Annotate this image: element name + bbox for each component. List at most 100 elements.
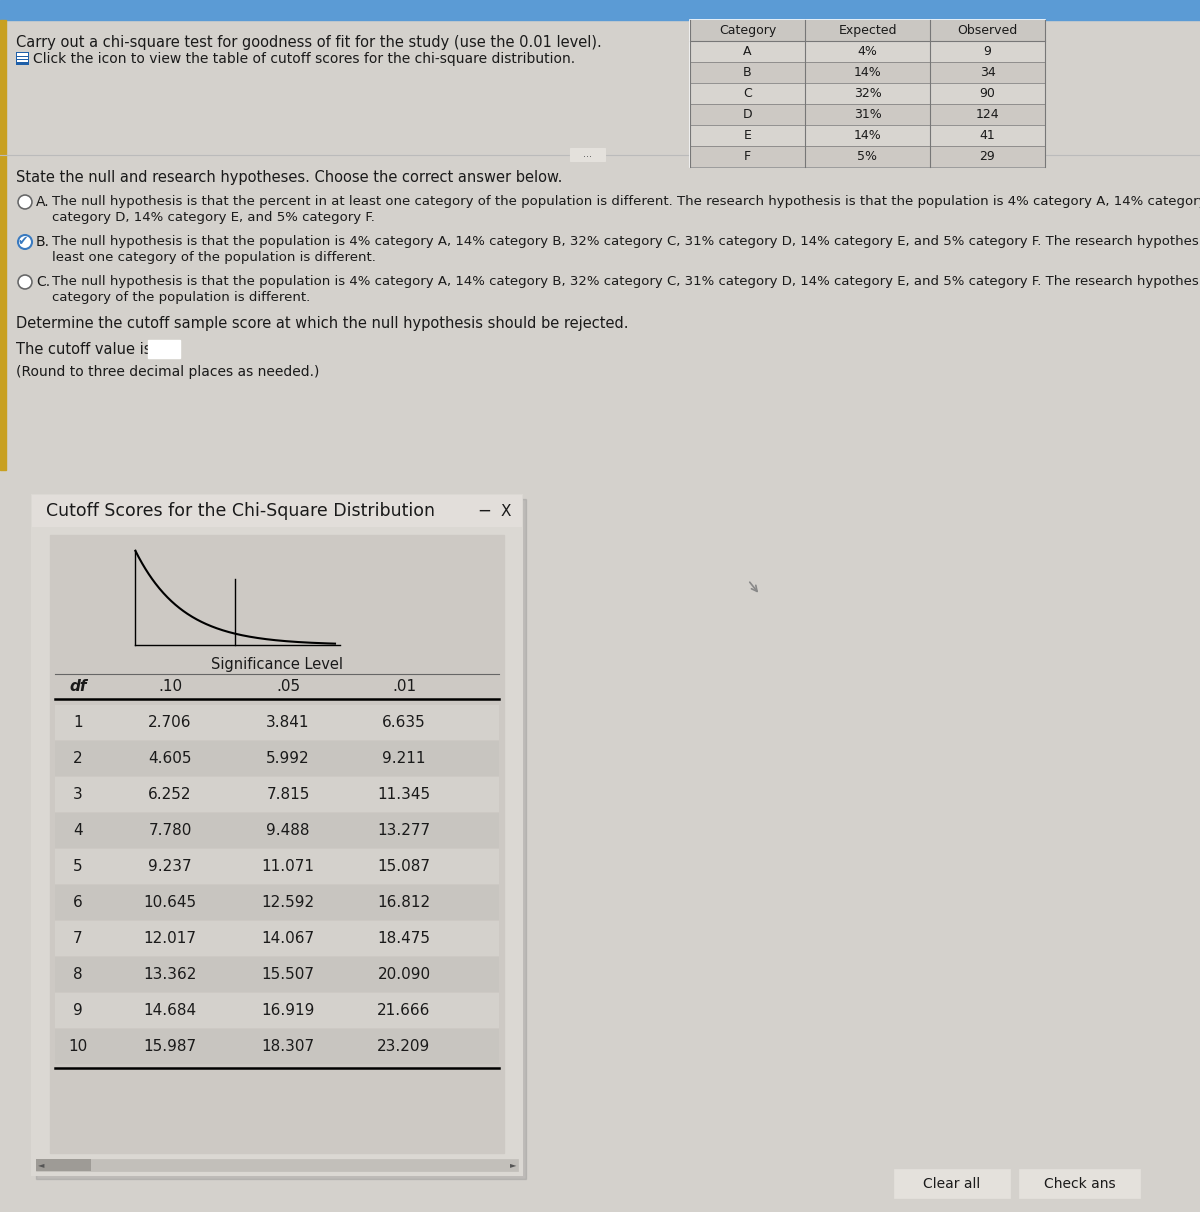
Text: Significance Level: Significance Level: [211, 657, 343, 671]
Text: 14.684: 14.684: [144, 1004, 197, 1018]
Text: 2: 2: [73, 751, 83, 766]
Text: 90: 90: [979, 87, 996, 101]
Bar: [690, 21, 1045, 167]
Text: 18.307: 18.307: [262, 1039, 314, 1054]
Text: 6.252: 6.252: [149, 787, 192, 802]
Text: 16.919: 16.919: [262, 1004, 314, 1018]
Text: Cutoff Scores for the Chi-Square Distribution: Cutoff Scores for the Chi-Square Distrib…: [46, 502, 436, 520]
Text: 3: 3: [73, 787, 83, 802]
Text: ►: ►: [510, 1161, 516, 1170]
Text: B: B: [743, 65, 752, 79]
Text: .05: .05: [276, 679, 300, 694]
Text: 11.345: 11.345: [378, 787, 431, 802]
Text: 4.605: 4.605: [149, 751, 192, 766]
Bar: [36, 1159, 91, 1171]
Text: The null hypothesis is that the population is 4% category A, 14% category B, 32%: The null hypothesis is that the populati…: [52, 235, 1200, 248]
Text: ...: ...: [582, 149, 592, 159]
Bar: [690, 125, 1045, 145]
Bar: [0, 0, 1200, 21]
Bar: [32, 494, 522, 1174]
Bar: [17, 61, 28, 62]
Text: 18.475: 18.475: [378, 931, 431, 947]
Circle shape: [18, 275, 32, 288]
Text: Expected: Expected: [839, 24, 896, 38]
Text: 4%: 4%: [858, 45, 877, 58]
Text: State the null and research hypotheses. Choose the correct answer below.: State the null and research hypotheses. …: [16, 170, 563, 185]
Text: 32%: 32%: [853, 87, 881, 101]
Bar: [17, 57, 28, 59]
Text: 34: 34: [979, 65, 995, 79]
Text: 31%: 31%: [853, 108, 881, 121]
Text: The cutoff value is: The cutoff value is: [16, 342, 151, 358]
Text: .01: .01: [392, 679, 416, 694]
Text: .10: .10: [158, 679, 182, 694]
Text: 20.090: 20.090: [378, 967, 431, 982]
Text: Category: Category: [719, 24, 776, 38]
Text: 2.706: 2.706: [149, 715, 192, 730]
Text: 9.488: 9.488: [266, 823, 310, 837]
Text: Observed: Observed: [958, 24, 1018, 38]
Text: Carry out a chi-square test for goodness of fit for the study (use the 0.01 leve: Carry out a chi-square test for goodness…: [16, 35, 601, 50]
Text: 15.507: 15.507: [262, 967, 314, 982]
Bar: [32, 494, 522, 527]
Text: 4: 4: [73, 823, 83, 837]
Bar: [16, 52, 29, 65]
Bar: [55, 705, 499, 741]
Text: 21.666: 21.666: [377, 1004, 431, 1018]
Text: 10: 10: [68, 1039, 88, 1054]
Text: 3.841: 3.841: [266, 715, 310, 730]
Text: 6.635: 6.635: [382, 715, 426, 730]
Text: 7: 7: [73, 931, 83, 947]
Text: (Round to three decimal places as needed.): (Round to three decimal places as needed…: [16, 365, 319, 379]
Text: 8: 8: [73, 967, 83, 982]
Bar: [1020, 1170, 1140, 1197]
Text: 15.087: 15.087: [378, 859, 431, 874]
Circle shape: [18, 195, 32, 208]
Text: 5%: 5%: [858, 150, 877, 162]
Text: 13.362: 13.362: [143, 967, 197, 982]
Text: 23.209: 23.209: [377, 1039, 431, 1054]
Bar: [55, 848, 499, 884]
Bar: [570, 148, 605, 161]
Text: Determine the cutoff sample score at which the null hypothesis should be rejecte: Determine the cutoff sample score at whi…: [16, 316, 629, 331]
Text: −: −: [478, 502, 491, 520]
Text: 7.780: 7.780: [149, 823, 192, 837]
Text: 14.067: 14.067: [262, 931, 314, 947]
Text: The null hypothesis is that the percent in at least one category of the populati: The null hypothesis is that the percent …: [52, 195, 1200, 208]
Text: 11.071: 11.071: [262, 859, 314, 874]
Text: df: df: [70, 679, 86, 694]
Bar: [55, 957, 499, 991]
Bar: [690, 145, 1045, 167]
Text: 14%: 14%: [853, 128, 881, 142]
Bar: [55, 741, 499, 776]
Text: C.: C.: [36, 275, 50, 288]
Bar: [895, 1170, 1010, 1197]
Bar: [690, 104, 1045, 125]
Bar: [55, 777, 499, 812]
Text: category of the population is different.: category of the population is different.: [52, 291, 311, 304]
Bar: [36, 1159, 518, 1171]
Text: 9: 9: [984, 45, 991, 58]
Text: C: C: [743, 87, 752, 101]
Text: Check ans: Check ans: [1044, 1177, 1116, 1191]
Bar: [17, 53, 28, 56]
Text: D: D: [743, 108, 752, 121]
Text: 5: 5: [73, 859, 83, 874]
Text: 16.812: 16.812: [378, 894, 431, 910]
Bar: [690, 41, 1045, 62]
Text: 14%: 14%: [853, 65, 881, 79]
Text: A.: A.: [36, 195, 49, 208]
Text: E: E: [744, 128, 751, 142]
Text: X: X: [500, 503, 511, 519]
Text: A: A: [743, 45, 751, 58]
Text: category D, 14% category E, and 5% category F.: category D, 14% category E, and 5% categ…: [52, 211, 374, 224]
Text: 5.992: 5.992: [266, 751, 310, 766]
Bar: [690, 62, 1045, 82]
Bar: [55, 885, 499, 920]
Text: ◄: ◄: [38, 1161, 44, 1170]
Text: 9.211: 9.211: [383, 751, 426, 766]
Text: 7.815: 7.815: [266, 787, 310, 802]
Text: 10.645: 10.645: [144, 894, 197, 910]
Bar: [36, 499, 526, 1179]
Bar: [690, 82, 1045, 104]
